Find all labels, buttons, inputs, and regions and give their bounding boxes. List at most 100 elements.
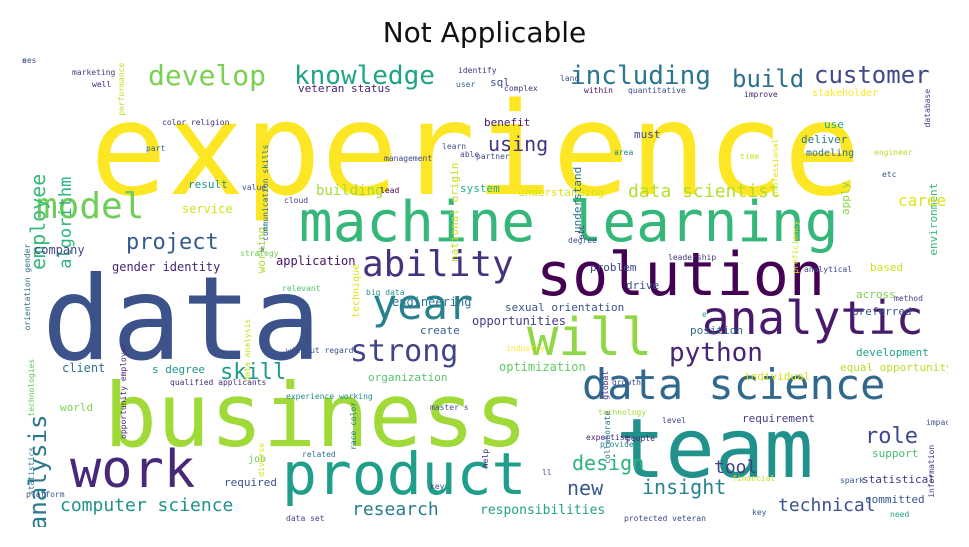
word-degree: degree (568, 236, 597, 245)
word-team: team (616, 402, 814, 497)
word-technique: technique (351, 263, 362, 318)
word-company: company (34, 243, 85, 257)
word-orientation-gender: orientation gender (23, 243, 32, 331)
word-ses: ses (22, 57, 37, 65)
word-professional: professional (771, 138, 780, 197)
page-title: Not Applicable (382, 16, 587, 49)
word-learn: learn (442, 142, 467, 151)
word-support: support (872, 447, 919, 460)
word-new: new (567, 476, 604, 500)
word-platform: platform (26, 490, 65, 499)
word-committed: committed (865, 493, 925, 506)
word-cloud: experience data business team machine learni… (22, 57, 948, 527)
word-use: use (824, 118, 844, 131)
word-key: key (430, 482, 445, 491)
word-proficiency: proficiency (791, 220, 800, 274)
word-protected-veteran: protected veteran (624, 514, 706, 523)
word-client: client (62, 361, 106, 375)
word-engineer: engineer (874, 148, 913, 157)
word-business: business (104, 364, 528, 467)
word-year: year (372, 280, 474, 329)
word-part: part (146, 144, 166, 153)
word-machine-learning: machine learning (299, 190, 839, 255)
word-tool: tool (714, 457, 758, 478)
word-insight: insight (642, 475, 727, 499)
word-using: using (488, 132, 549, 156)
word-equal-opportunity: equal opportunity (840, 361, 948, 374)
word-career: career (898, 191, 948, 210)
word-building: building (316, 183, 384, 199)
word-build: build (732, 65, 805, 93)
word-gender-identity: gender identity (112, 260, 221, 274)
word-optimization: optimization (499, 360, 586, 374)
word-leadership: leadership (668, 253, 717, 262)
word-people: people (626, 434, 655, 443)
word-help: help (481, 448, 490, 469)
word-relevant: relevant (282, 284, 321, 293)
word-solution: solution (536, 240, 825, 310)
word-experience: experience (90, 76, 861, 225)
word-e: e (702, 310, 707, 319)
word-collaborate: collaborate (603, 410, 612, 464)
word-design: design (572, 451, 645, 475)
word-area: area (614, 148, 634, 157)
word-will: will (527, 308, 653, 368)
word-master-s: master s (430, 403, 469, 412)
word-financial: financial (732, 474, 776, 483)
word-provide: provide (600, 440, 634, 449)
word-customer: customer (814, 61, 930, 89)
word-project: project (126, 230, 219, 255)
word-organization: organization (368, 371, 448, 384)
word-data: data (42, 252, 322, 387)
word-s: s (260, 244, 265, 253)
word-cloud: cloud (284, 196, 309, 205)
word-s-degree: s degree (152, 363, 205, 376)
word-knowledge: knowledge (294, 61, 435, 91)
word-including: including (570, 61, 711, 91)
word-create: create (420, 324, 460, 337)
word-etc: etc (577, 224, 586, 240)
word-big-data: big data (366, 288, 405, 297)
word-need: need (890, 510, 910, 519)
word-research: research (352, 499, 439, 520)
word-engineering: engineering (392, 295, 472, 309)
word-must: must (634, 128, 661, 141)
word-industry: industry (506, 344, 545, 353)
word-develop: develop (148, 59, 267, 92)
word-system: system (460, 182, 500, 195)
word-marketing: marketing (72, 68, 116, 77)
word-analytic: analytic (702, 291, 924, 345)
word-understanding: understanding (518, 186, 605, 199)
word-service: service (182, 202, 233, 216)
word-method: method (894, 294, 923, 303)
word-sql: sql (490, 76, 510, 89)
word-drive: drive (626, 279, 660, 292)
word-information: information (927, 444, 936, 498)
word-application: application (276, 254, 356, 268)
word-world: world (60, 401, 94, 414)
word-etc: etc (882, 170, 897, 179)
word-strong: strong (350, 334, 459, 369)
word-ll: ll (542, 468, 552, 477)
word-identify: identify (458, 66, 497, 75)
word-lead: lead (380, 186, 400, 195)
word-analytical: analytical (804, 265, 853, 274)
word-position: position (690, 324, 743, 337)
word-role: role (865, 424, 918, 449)
word-global: global (601, 370, 610, 400)
word-development: development (856, 346, 929, 359)
word-problem: problem (590, 261, 637, 274)
word-quantitative: quantitative (628, 86, 686, 95)
word-partner: partner (476, 152, 510, 161)
word-ability: ability (362, 244, 514, 285)
word-result: result (188, 178, 228, 191)
word-benefit: benefit (484, 116, 531, 129)
word-user: user (456, 80, 476, 89)
word-job: job (248, 454, 267, 465)
word-python: python (669, 338, 763, 368)
word-communication-skills: communication skills (261, 144, 270, 241)
word-deliver: deliver (801, 133, 848, 146)
word-computer-science: computer science (60, 495, 234, 516)
word-responsibilities: responsibilities (480, 503, 606, 518)
word-level: level (662, 416, 687, 425)
